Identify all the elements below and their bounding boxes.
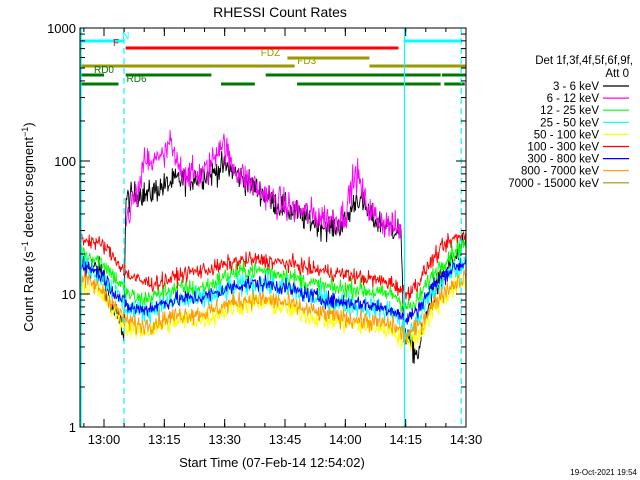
y-axis-label-part1: Count Rate (s	[21, 251, 36, 332]
state-bar-label-fd3: FD3	[297, 56, 316, 67]
legend: Det 1f,3f,4f,5f,6f,9f, Att 0 3 - 6 keV6 …	[508, 55, 633, 190]
series-line-6-12-kev	[125, 129, 402, 239]
legend-label: 6 - 12 keV	[547, 93, 600, 105]
vertical-markers-layer	[80, 28, 462, 427]
axes-layer: 13:00 13:15 13:30 13:45 14:00 14:15 14:30 1 10 10…	[47, 21, 482, 447]
state-bar-rd0: RD0	[81, 65, 466, 77]
series-6-12-kev	[125, 129, 402, 239]
legend-label: 25 - 50 keV	[540, 117, 599, 129]
state-bar-label-n: N	[122, 31, 129, 42]
x-tick-label: 13:00	[88, 432, 121, 447]
series-line-100-300-kev	[80, 230, 467, 301]
y-axis-label: Count Rate (s−1 detector segment−1)	[20, 122, 36, 331]
y-tick-label: 100	[54, 154, 76, 169]
y-tick-label: 10	[62, 287, 76, 302]
legend-label: 300 - 800 keV	[527, 154, 599, 166]
legend-label: 50 - 100 keV	[534, 129, 600, 141]
x-tick-label: 13:30	[208, 432, 241, 447]
y-axis-label-sup2: −1	[20, 127, 30, 137]
legend-entry-800-7000-kev: 800 - 7000 keV	[521, 166, 629, 178]
series-100-300-kev	[80, 230, 467, 301]
y-tick-label: 1	[69, 420, 76, 435]
legend-entry-25-50-kev: 25 - 50 keV	[540, 117, 629, 129]
series-line-50-100-kev	[80, 274, 467, 352]
series-50-100-kev	[80, 274, 467, 352]
series-800-7000-kev	[80, 268, 467, 344]
y-axis-label-sup1: −1	[20, 241, 30, 251]
legend-entry-6-12-kev: 6 - 12 keV	[547, 93, 629, 105]
x-axis-label: Start Time (07-Feb-14 12:54:02)	[179, 455, 365, 470]
legend-header-line1: Det 1f,3f,4f,5f,6f,9f,	[535, 55, 633, 67]
legend-entry-7000-15000-kev: 7000 - 15000 keV	[508, 178, 629, 190]
legend-entry-100-300-kev: 100 - 300 keV	[527, 142, 629, 154]
legend-label: 100 - 300 keV	[527, 142, 599, 154]
x-tick-label: 13:15	[148, 432, 181, 447]
state-bar-n: N	[81, 31, 462, 43]
state-bars-layer: NF FDZ FD3 RD0 RD6	[81, 31, 466, 86]
legend-label: 3 - 6 keV	[553, 81, 599, 93]
series-25-50-kev	[80, 251, 467, 340]
x-tick-label: 14:30	[450, 432, 483, 447]
x-tick-label: 14:00	[329, 432, 362, 447]
series-300-800-kev	[80, 258, 467, 325]
state-bar-label-rd0: RD0	[94, 65, 114, 76]
series-line-25-50-kev	[80, 251, 467, 340]
legend-entry-300-800-kev: 300 - 800 keV	[527, 154, 629, 166]
y-axis-label-part2: detector segment	[21, 137, 36, 241]
legend-entry-50-100-kev: 50 - 100 keV	[534, 129, 629, 141]
state-bar-label-f: F	[113, 38, 119, 49]
state-bar-fdz: FDZ	[261, 48, 370, 60]
state-bar-f: F	[113, 38, 399, 50]
footer-timestamp: 19-Oct-2021 19:54	[570, 468, 637, 477]
y-axis-label-part3: )	[21, 122, 36, 126]
state-bar-fd3: FD3	[81, 56, 466, 68]
state-bar-label-rd6: RD6	[127, 74, 147, 85]
series-line-3-6-kev	[80, 150, 467, 364]
x-tick-label: 13:45	[269, 432, 302, 447]
series-line-800-7000-kev	[80, 268, 467, 344]
legend-label: 12 - 25 keV	[540, 105, 599, 117]
legend-header-line2: Att 0	[605, 68, 629, 80]
state-bar-label-fdz: FDZ	[261, 48, 280, 59]
x-tick-label: 14:15	[389, 432, 422, 447]
chart-title: RHESSI Count Rates	[213, 4, 347, 20]
legend-label: 800 - 7000 keV	[521, 166, 599, 178]
series-line-300-800-kev	[80, 258, 467, 325]
y-tick-label: 1000	[47, 21, 76, 36]
plot-frame	[79, 27, 467, 428]
series-3-6-kev	[80, 150, 467, 364]
legend-label: 7000 - 15000 keV	[508, 178, 599, 190]
legend-entry-3-6-kev: 3 - 6 keV	[553, 81, 629, 93]
series-layer	[80, 129, 467, 364]
legend-entry-12-25-kev: 12 - 25 keV	[540, 105, 629, 117]
